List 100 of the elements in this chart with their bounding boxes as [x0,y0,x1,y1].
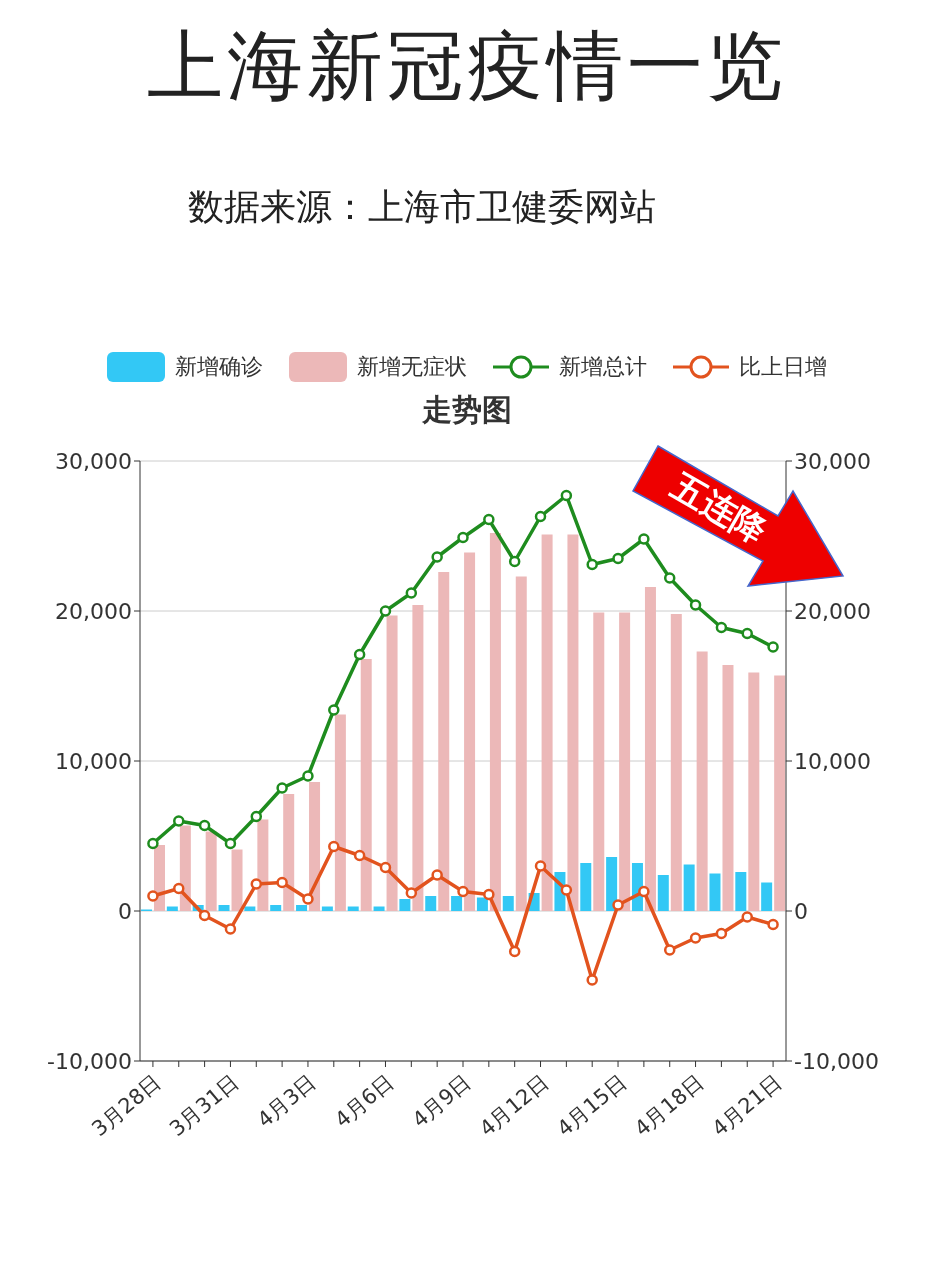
bar [464,552,476,911]
bar [334,714,346,911]
point [431,869,443,881]
bar [296,905,308,911]
bar [412,605,424,911]
bar [709,873,721,911]
source-note: 数据来源：上海市卫健委网站 [188,185,657,229]
point [767,641,779,653]
bar [761,882,773,911]
x-tick-label: 4月18日 [630,1069,709,1142]
bar [476,897,488,911]
point [586,558,598,571]
point [457,885,469,898]
bar [735,872,747,911]
point [431,551,443,563]
y2-tick-label: 0 [794,898,808,924]
bar [619,612,631,911]
x-tick-label: 4月12日 [475,1069,554,1142]
bar [748,672,760,911]
legend-label: 新增确诊 [175,353,263,381]
bar [657,875,669,911]
bar [270,905,282,911]
legend-label: 比上日增 [739,353,827,381]
point [147,890,159,902]
bar [386,615,398,911]
bar [696,651,708,911]
point [198,819,211,832]
point [302,893,314,905]
bar [515,576,527,911]
point [767,918,779,931]
bar [205,831,217,911]
point [483,888,495,901]
point [638,885,650,898]
point [353,648,366,661]
y-tick-label: 30,000 [55,448,132,474]
bar [309,782,321,911]
point [379,605,392,617]
bar [722,665,734,911]
point [638,533,650,545]
bar [489,533,501,911]
point [276,876,288,889]
point [173,882,185,895]
point [508,555,521,568]
point [173,815,185,827]
chart-title: 上海新冠疫情一览 [146,20,788,112]
point [483,513,495,526]
bar [670,614,682,911]
point [224,837,237,850]
bar [438,572,450,911]
x-tick-label: 4月9日 [407,1069,476,1133]
legend-label: 新增总计 [559,353,647,381]
x-tick-label: 4月21日 [707,1069,786,1142]
point [457,531,469,544]
bar [683,864,695,911]
point [560,884,573,896]
point [612,552,624,565]
bar [644,587,656,911]
point [741,627,753,640]
x-tick-label: 4月6日 [330,1069,399,1133]
y2-tick-label: 20,000 [794,598,871,624]
point [663,572,676,584]
point [689,599,702,611]
annotation: 五连降 [664,464,775,553]
point [198,909,211,922]
bar [593,612,605,911]
bar [257,819,269,911]
point [612,899,624,911]
bar [218,905,230,911]
point [689,932,702,944]
point [508,945,521,958]
bar [179,825,191,911]
x-tick-label: 4月15日 [552,1069,631,1142]
bar [231,849,243,911]
point [405,887,418,899]
point [250,810,263,823]
y2-tick-label: -10,000 [794,1048,879,1074]
y2-tick-label: 10,000 [794,748,871,774]
point [147,837,159,850]
point [379,861,392,874]
point [715,927,728,940]
bar [541,534,553,911]
point [586,974,598,986]
bar [360,659,372,911]
point [276,782,288,794]
x-tick-label: 4月3日 [252,1069,321,1133]
y2-tick-label: 30,000 [794,448,871,474]
chart-subtitle: 走势图 [421,391,513,429]
x-tick-label: 3月31日 [164,1069,244,1142]
point [250,878,263,890]
point [534,860,547,872]
bar [580,863,592,911]
bar [774,675,786,911]
bar [451,896,463,911]
point [328,840,340,853]
y-tick-label: 10,000 [55,748,132,774]
bar [283,794,295,911]
point [715,621,728,634]
legend-label: 新增无症状 [357,353,467,381]
point [534,510,547,523]
point [405,587,418,599]
